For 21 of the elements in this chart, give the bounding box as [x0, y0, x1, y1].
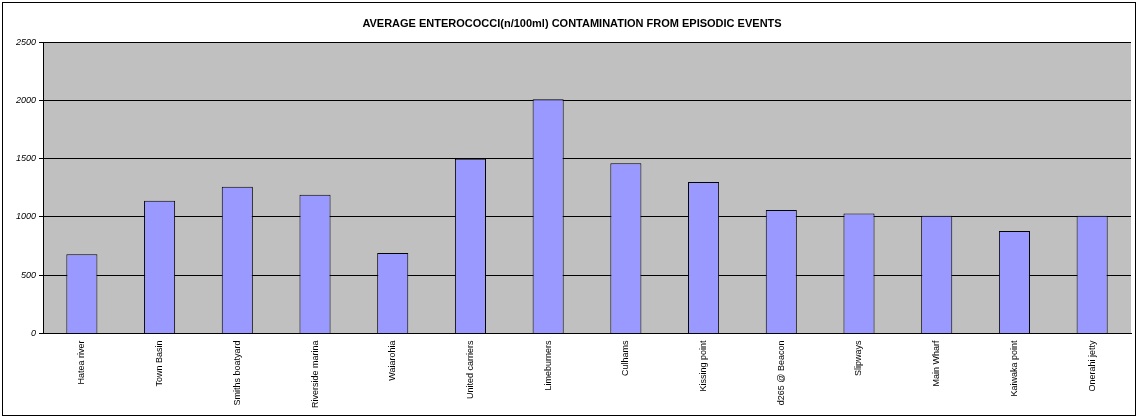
- x-tick-label: Onerahi jetty: [1086, 339, 1097, 392]
- x-tick-label: United carriers: [464, 339, 475, 400]
- x-tick-label: Slipways: [853, 339, 864, 376]
- x-tick-label: Culhams: [620, 339, 631, 376]
- y-tick-label: 1500: [15, 153, 37, 164]
- x-tick-label: Limeburners: [542, 339, 553, 391]
- y-tick-label: 1000: [15, 211, 37, 222]
- y-tick-label: 2000: [14, 94, 37, 105]
- x-tick-label: Kissing point: [698, 339, 709, 392]
- x-tick-label: Main Wharf: [931, 339, 942, 387]
- x-tick-label: Kaiwaka point: [1008, 339, 1019, 397]
- x-tick-label: Town Basin: [154, 340, 165, 387]
- chart-title: AVERAGE ENTEROCOCCI(n/100ml) CONTAMINATION FROM EPISODIC EVENTS: [362, 16, 782, 29]
- x-tick-label: Waiarohia: [387, 340, 398, 381]
- x-tick-label: Riverside marina: [309, 340, 320, 409]
- y-tick-label: 2500: [14, 36, 37, 47]
- y-tick-label: 500: [20, 269, 37, 280]
- x-tick-label: d265 @ Beacon: [775, 340, 786, 406]
- x-tick-label: Hatea river: [76, 340, 87, 385]
- x-tick-label: Smiths boatyard: [231, 340, 242, 406]
- y-tick-label: 0: [31, 327, 37, 338]
